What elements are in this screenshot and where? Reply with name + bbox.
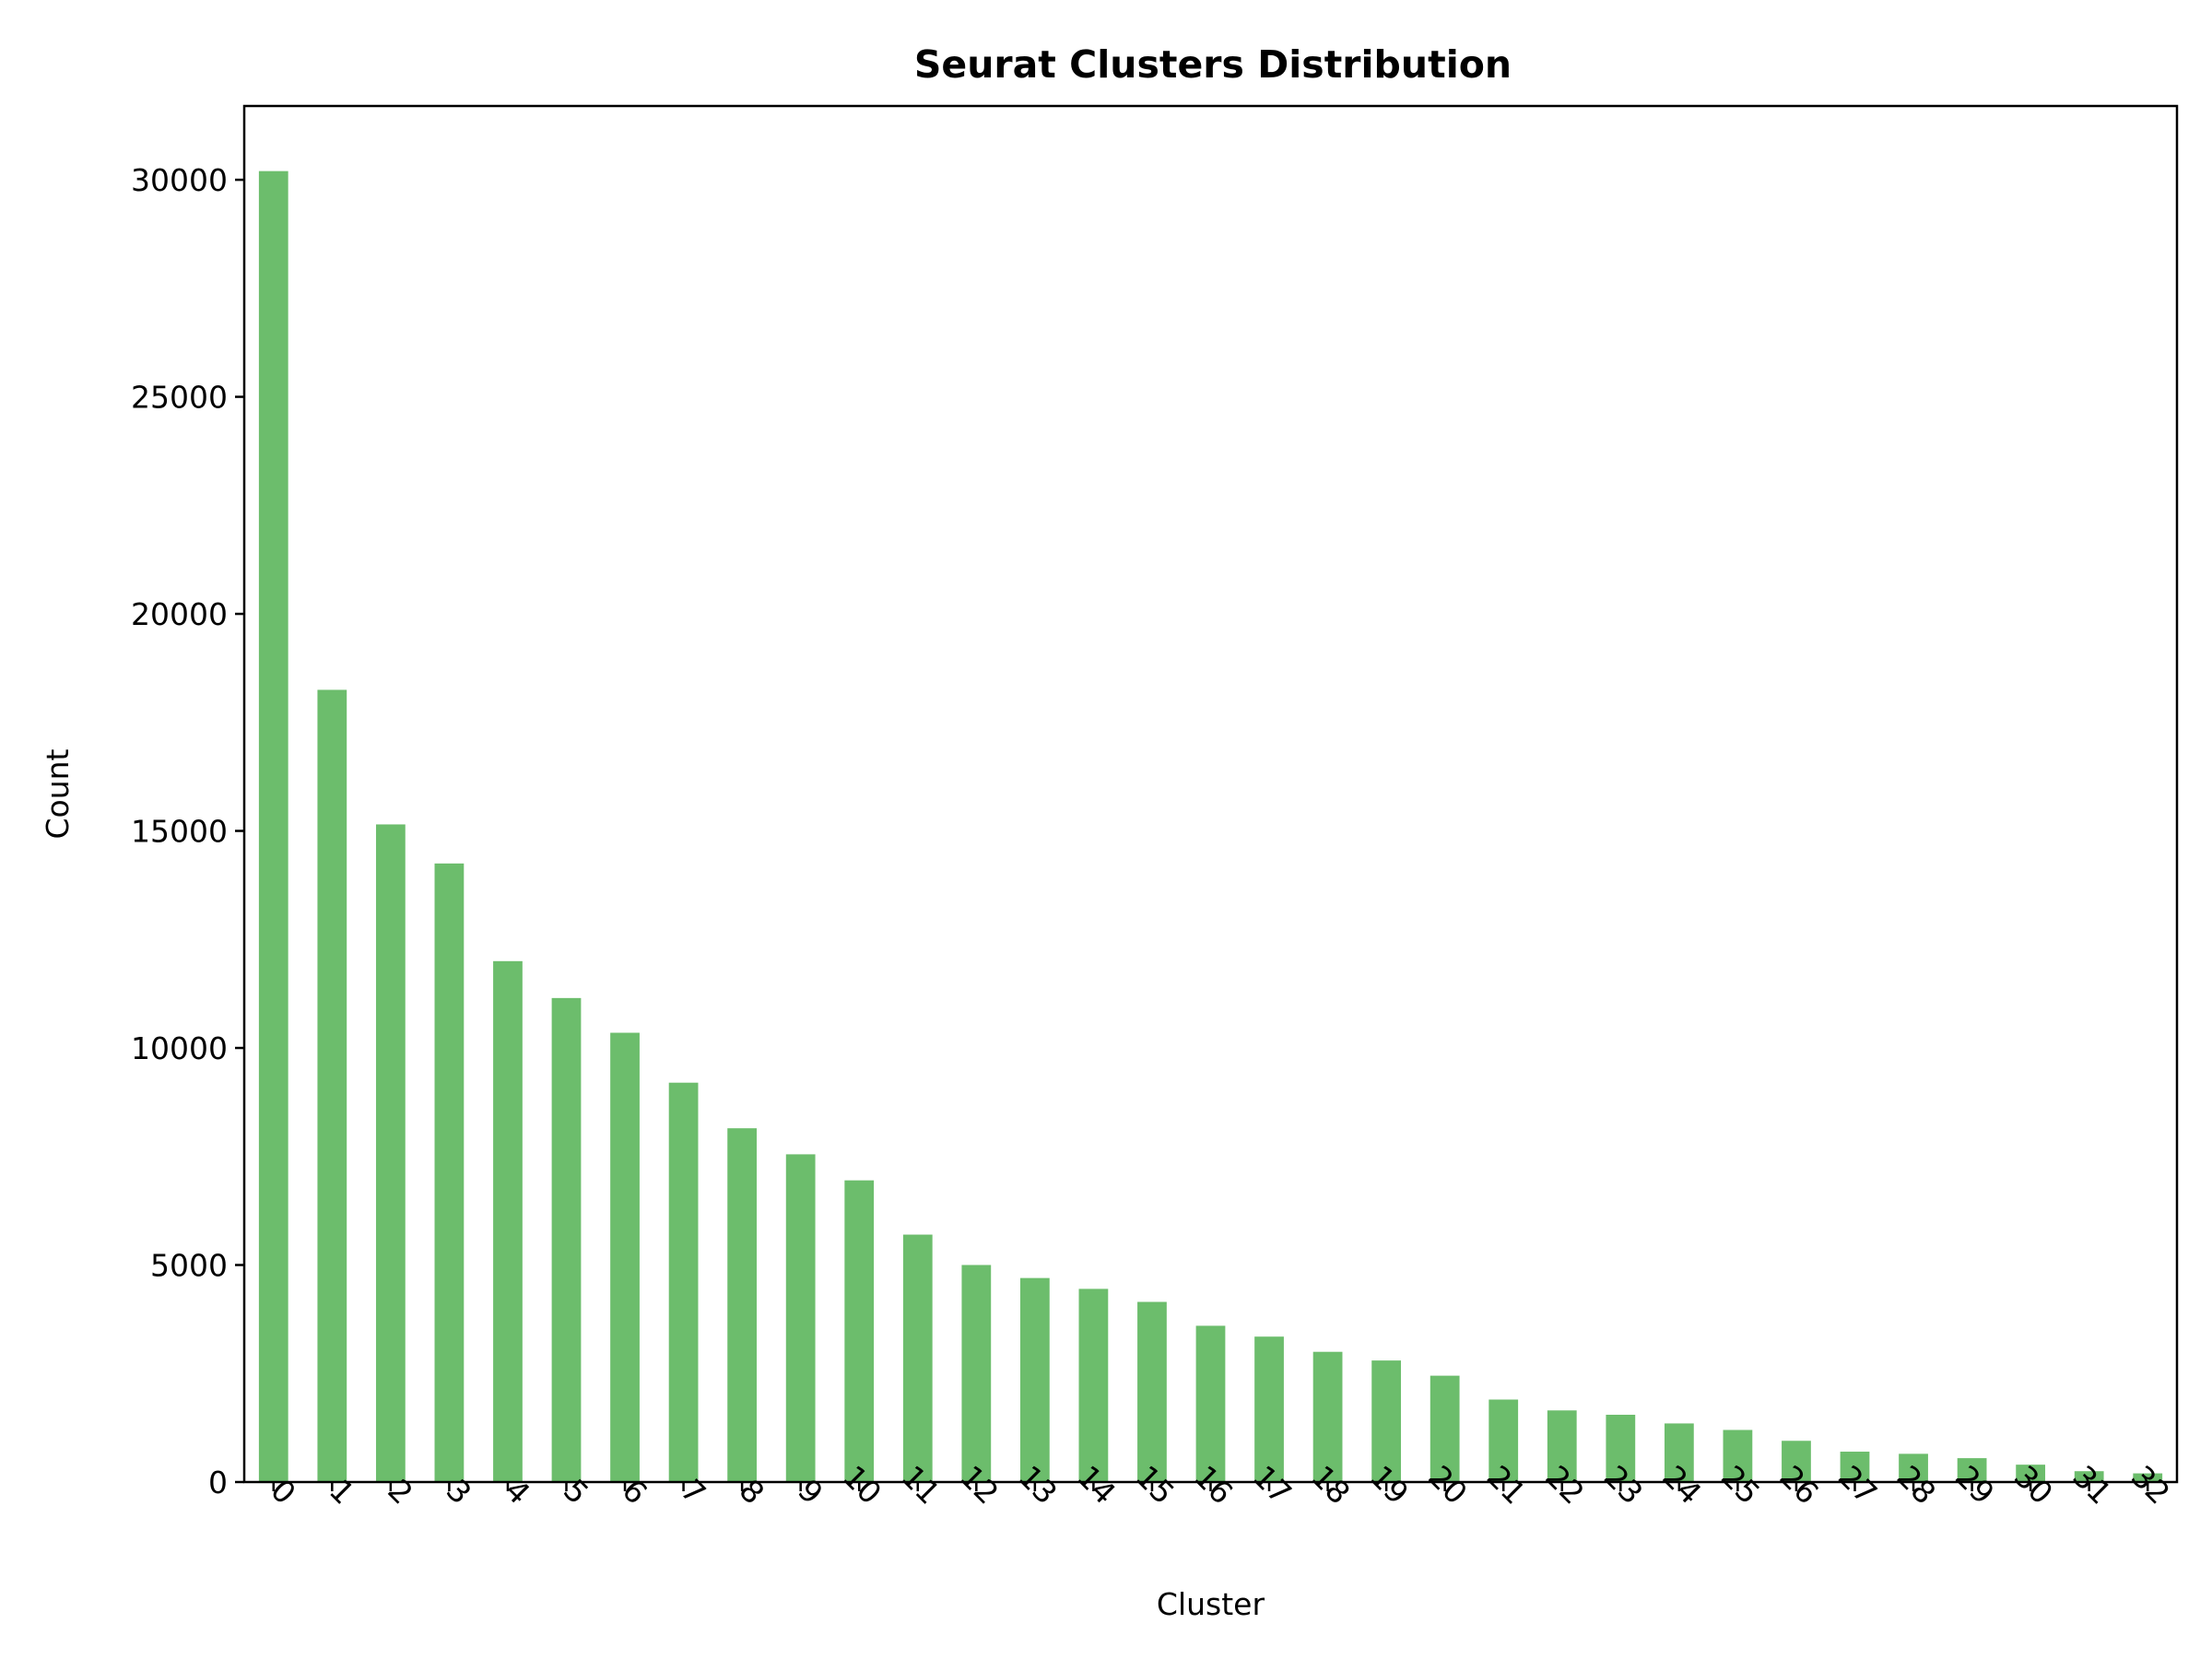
- bar-cluster-26: [1782, 1441, 1811, 1482]
- y-tick-label: 20000: [131, 596, 228, 632]
- bar-cluster-2: [375, 824, 406, 1482]
- bar-cluster-22: [1547, 1410, 1577, 1482]
- bar-cluster-19: [1371, 1360, 1402, 1482]
- x-tick-label: 32: [2124, 1458, 2177, 1511]
- x-tick-label: 19: [1363, 1458, 1416, 1511]
- x-axis-label: Cluster: [1157, 1586, 1265, 1622]
- x-tick-label: 25: [1714, 1458, 1767, 1511]
- bar-cluster-20: [1430, 1375, 1460, 1482]
- x-tick-label: 21: [1480, 1458, 1533, 1511]
- x-tick-label: 29: [1948, 1458, 2001, 1511]
- x-tick-label: 15: [1129, 1458, 1182, 1511]
- x-tick-label: 12: [953, 1458, 1006, 1511]
- bar-cluster-6: [610, 1032, 640, 1482]
- bar-cluster-31: [2074, 1471, 2104, 1482]
- x-tick-label: 14: [1070, 1458, 1123, 1511]
- y-tick-label: 5000: [150, 1248, 228, 1284]
- x-tick-label: 31: [2065, 1458, 2118, 1511]
- bar-cluster-1: [317, 689, 347, 1482]
- bar-cluster-11: [902, 1234, 933, 1482]
- bar-cluster-28: [1899, 1453, 1928, 1482]
- x-tick-label: 30: [2007, 1458, 2060, 1511]
- bar-cluster-10: [844, 1180, 875, 1482]
- x-tick-label: 24: [1656, 1458, 1709, 1511]
- bar-cluster-32: [2133, 1473, 2163, 1482]
- bar-cluster-15: [1137, 1301, 1167, 1482]
- bar-cluster-5: [551, 997, 582, 1482]
- y-tick-label: 0: [208, 1465, 228, 1500]
- x-tick-label: 22: [1538, 1458, 1591, 1511]
- y-tick-label: 10000: [131, 1030, 228, 1066]
- bar-cluster-12: [961, 1265, 992, 1482]
- y-axis-ticks: 0 5000 10000 15000 20000 25000 30000: [131, 162, 244, 1500]
- y-tick-label: 30000: [131, 162, 228, 198]
- bar-cluster-3: [434, 863, 465, 1482]
- bar-cluster-24: [1664, 1423, 1694, 1482]
- bar-cluster-17: [1254, 1336, 1284, 1482]
- bar-cluster-0: [258, 171, 288, 1482]
- bar-cluster-23: [1606, 1414, 1636, 1482]
- x-tick-label: 28: [1890, 1458, 1943, 1511]
- bar-cluster-14: [1078, 1288, 1109, 1482]
- x-tick-label: 23: [1597, 1458, 1650, 1511]
- bar-cluster-4: [493, 960, 523, 1482]
- x-tick-label: 13: [1012, 1458, 1065, 1511]
- x-tick-label: 10: [836, 1458, 888, 1511]
- x-tick-label: 26: [1773, 1458, 1826, 1511]
- bar-cluster-16: [1195, 1325, 1226, 1482]
- bar-cluster-30: [2016, 1465, 2046, 1482]
- x-axis-ticks: 0 1 2 3 4 5 6 7 8 9 10 11 12 13 14 15 16 17 18 19 20 21 22 23 24…: [264, 1458, 2177, 1511]
- chart-title: Seurat Clusters Distribution: [914, 42, 1512, 87]
- bar-cluster-25: [1723, 1430, 1753, 1482]
- x-tick-label: 18: [1304, 1458, 1357, 1511]
- bars-group: [258, 171, 2163, 1482]
- bar-cluster-7: [668, 1082, 699, 1482]
- bar-cluster-8: [727, 1128, 758, 1482]
- x-tick-label: 27: [1831, 1458, 1884, 1511]
- x-tick-label: 11: [894, 1458, 947, 1511]
- bar-cluster-29: [1957, 1458, 1987, 1482]
- bar-cluster-27: [1840, 1452, 1870, 1482]
- bar-cluster-21: [1488, 1399, 1519, 1482]
- bar-cluster-13: [1019, 1277, 1050, 1482]
- bar-cluster-18: [1312, 1351, 1343, 1482]
- x-tick-label: 20: [1421, 1458, 1474, 1511]
- y-axis-label: Count: [40, 748, 76, 839]
- plot-frame: [242, 104, 2179, 1484]
- bar-cluster-9: [785, 1154, 816, 1482]
- y-tick-label: 25000: [131, 380, 228, 416]
- y-tick-label: 15000: [131, 814, 228, 850]
- x-tick-label: 17: [1246, 1458, 1299, 1511]
- x-tick-label: 16: [1187, 1458, 1240, 1511]
